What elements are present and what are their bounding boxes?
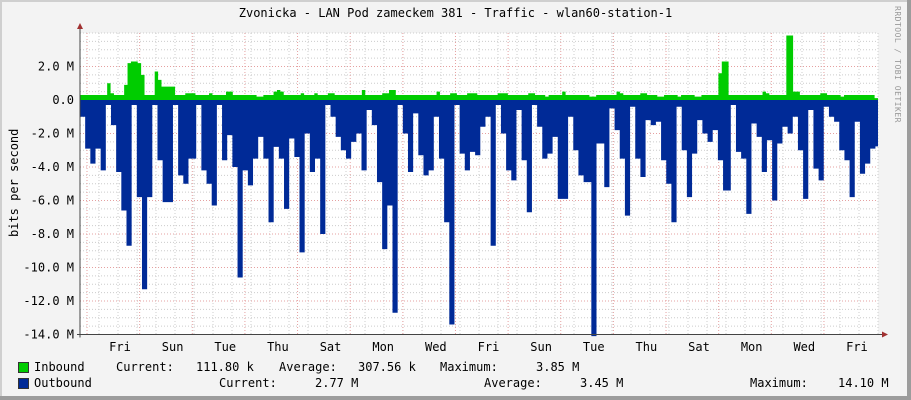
- outbound-average-value: 3.45 M: [580, 376, 624, 390]
- y-tick-label: 0.0: [52, 93, 74, 107]
- inbound-average-value: 307.56 k: [358, 360, 416, 374]
- x-tick-label: Sat: [688, 340, 710, 354]
- outbound-maximum-label: Maximum:: [750, 376, 808, 390]
- inbound-maximum-label: Maximum:: [440, 360, 498, 374]
- frame-top-border: [0, 0, 911, 2]
- x-tick-label: Mon: [372, 340, 394, 354]
- outbound-current-value: 2.77 M: [315, 376, 359, 390]
- x-tick-label: Wed: [425, 340, 447, 354]
- y-tick-label: -2.0 M: [31, 127, 74, 141]
- x-tick-label: Fri: [109, 340, 131, 354]
- x-tick-label: Fri: [846, 340, 868, 354]
- inbound-maximum-value: 3.85 M: [536, 360, 580, 374]
- x-tick-label: Sun: [162, 340, 184, 354]
- frame-left-border: [0, 0, 2, 400]
- outbound-maximum-value: 14.10 M: [838, 376, 889, 390]
- graph-title: Zvonicka - LAN Pod zameckem 381 - Traffi…: [238, 6, 673, 20]
- y-tick-label: 2.0 M: [38, 60, 74, 74]
- outbound-label: Outbound: [34, 376, 92, 390]
- x-tick-label: Sat: [320, 340, 342, 354]
- y-tick-label: -4.0 M: [31, 160, 74, 174]
- inbound-current-label: Current:: [116, 360, 174, 374]
- outbound-current-label: Current:: [219, 376, 277, 390]
- x-axis-arrow: [882, 331, 888, 338]
- outbound-swatch: [18, 378, 29, 389]
- x-tick-label: Wed: [793, 340, 815, 354]
- x-tick-label: Tue: [583, 340, 605, 354]
- x-tick-label: Tue: [214, 340, 236, 354]
- rrdtool-watermark: RRDTOOL / TOBI OETIKER: [893, 6, 902, 123]
- inbound-area: [80, 35, 878, 101]
- outbound-average-label: Average:: [484, 376, 542, 390]
- y-tick-label: -10.0 M: [23, 261, 74, 275]
- y-tick-label: -6.0 M: [31, 194, 74, 208]
- inbound-current-value: 111.80 k: [196, 360, 254, 374]
- inbound-swatch: [18, 362, 29, 373]
- y-axis-arrow: [77, 23, 83, 29]
- x-tick-label: Mon: [741, 340, 763, 354]
- y-tick-label: -8.0 M: [31, 227, 74, 241]
- x-tick-label: Thu: [267, 340, 289, 354]
- x-tick-label: Fri: [478, 340, 500, 354]
- y-tick-label: -12.0 M: [23, 294, 74, 308]
- outbound-area: [80, 100, 878, 337]
- x-tick-label: Sun: [530, 340, 552, 354]
- inbound-label: Inbound: [34, 360, 85, 374]
- inbound-average-label: Average:: [279, 360, 337, 374]
- x-tick-label: Thu: [636, 340, 658, 354]
- y-tick-label: -14.0 M: [23, 328, 74, 342]
